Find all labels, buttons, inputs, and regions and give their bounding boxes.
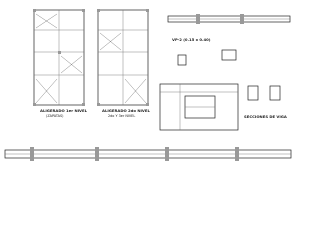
plan-title: ALIGERADO 2do NIVEL: [102, 108, 150, 113]
beam-elevation: [167, 14, 291, 66]
floor-plan-2: [97, 9, 149, 106]
plan-subtitle: 2do Y 3er NIVEL: [108, 114, 135, 118]
plan-title: ALIGERADO 1er NIVEL: [40, 108, 88, 113]
beam-title: VP-2 (0.15 x 0.40): [172, 37, 211, 42]
cad-sheet: ALIGERADO 1er NIVEL (ZAPATAS) ALIGERADO …: [0, 0, 297, 183]
floor-plan-1: [33, 9, 85, 106]
detail-block: [159, 83, 281, 131]
long-beam: [4, 147, 292, 161]
sections-title: SECCIONES DE VIGA: [244, 114, 287, 119]
background: [0, 0, 297, 183]
plan-subtitle: (ZAPATAS): [46, 114, 64, 118]
